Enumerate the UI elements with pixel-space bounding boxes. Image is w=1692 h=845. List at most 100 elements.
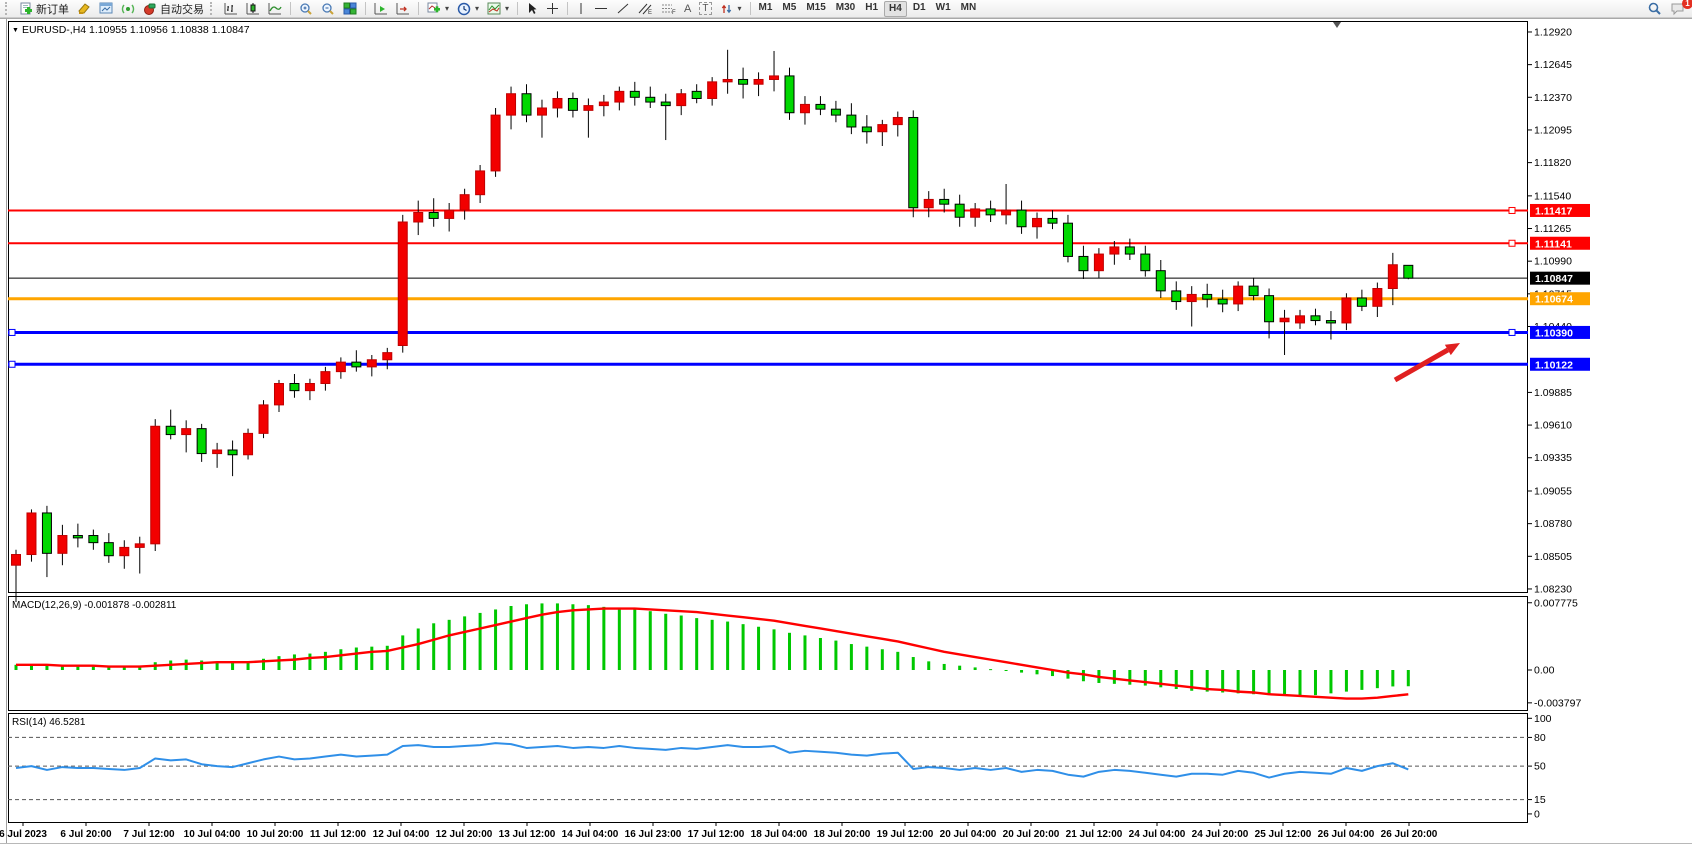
candle-body <box>815 103 826 110</box>
macd-bar <box>803 635 807 671</box>
candle-body <box>258 404 269 434</box>
macd-pane-border <box>8 596 1528 711</box>
candle-body <box>923 198 934 209</box>
crosshair-button[interactable] <box>542 0 563 18</box>
candle-body <box>1248 285 1259 297</box>
level-handle[interactable] <box>1508 239 1516 247</box>
timeframe-button-m1[interactable]: M1 <box>758 1 773 13</box>
auto-scroll-icon <box>374 3 387 15</box>
indicators-icon <box>427 2 440 13</box>
new-order-button[interactable]: 新订单 <box>15 0 73 18</box>
time-label: 6 Jul 2023 <box>0 829 47 840</box>
arrows-button[interactable]: ▾ <box>716 0 746 18</box>
auto-scroll-button[interactable] <box>370 0 392 18</box>
auto-trading-button[interactable]: 自动交易 <box>139 0 208 18</box>
candle-body <box>629 90 640 98</box>
candle-body <box>1109 246 1120 255</box>
timeframe-button-w1[interactable]: W1 <box>935 1 951 13</box>
macd-bar <box>525 604 529 671</box>
candle-body <box>1171 290 1182 303</box>
macd-bar <box>432 623 436 671</box>
toolbar-grip[interactable] <box>210 2 216 15</box>
candle-body <box>985 208 996 216</box>
candle-body <box>722 78 733 83</box>
shift-marker-icon[interactable] <box>1333 22 1341 28</box>
level-handle[interactable] <box>8 360 16 368</box>
collapse-triangle-icon[interactable]: ▼ <box>12 27 19 34</box>
macd-bar <box>1236 670 1240 694</box>
chart-line-button[interactable] <box>264 0 286 18</box>
macd-bar <box>463 616 467 671</box>
timeframe-button-mn[interactable]: MN <box>960 1 977 13</box>
level-handle[interactable] <box>1508 206 1516 214</box>
price-tick-label: 1.09885 <box>1534 387 1572 399</box>
price-tick-label: 1.11540 <box>1534 190 1571 202</box>
timeframe-button-m30[interactable]: M30 <box>835 1 856 13</box>
toolbar-grip[interactable] <box>5 2 11 15</box>
search-button[interactable] <box>1643 0 1666 18</box>
candle-body <box>382 352 393 361</box>
price-level-label: 1.11141 <box>1535 238 1572 250</box>
timeframe-button-m5[interactable]: M5 <box>782 1 797 13</box>
indicators-button[interactable]: ▾ <box>423 0 453 18</box>
macd-bar <box>1252 670 1256 695</box>
macd-bar <box>1375 670 1379 689</box>
macd-bar <box>1283 670 1287 696</box>
rsi-tick-label: 100 <box>1534 713 1552 725</box>
trend-arrow-shaft[interactable] <box>1393 347 1450 383</box>
templates-button[interactable]: ▾ <box>483 0 513 18</box>
chart-title[interactable]: ▼ EURUSD-,H4 1.10955 1.10956 1.10838 1.10… <box>12 24 250 36</box>
fibonacci-button[interactable]: F <box>657 0 680 18</box>
macd-bar <box>1205 670 1209 692</box>
signals-button[interactable] <box>117 0 139 18</box>
timeframe-button-d1[interactable]: D1 <box>912 1 926 13</box>
text-label-button[interactable]: T <box>695 0 715 18</box>
trendline-button[interactable] <box>612 0 634 18</box>
cursor-button[interactable] <box>522 0 542 18</box>
candle-body <box>397 221 408 347</box>
metaeditor-button[interactable] <box>73 0 95 18</box>
tile-windows-button[interactable] <box>339 0 361 18</box>
chevron-down-icon: ▾ <box>445 4 450 13</box>
text-button[interactable]: A <box>680 0 695 18</box>
timeframe-button-h1[interactable]: H1 <box>865 1 879 13</box>
price-tick-label: 1.11820 <box>1534 157 1571 169</box>
trend-arrow-head[interactable] <box>1444 343 1460 356</box>
zoom-out-button[interactable] <box>317 0 339 18</box>
level-handle[interactable] <box>8 328 16 336</box>
macd-bar <box>679 615 683 671</box>
macd-bar <box>29 664 33 671</box>
window-chart-icon <box>99 2 113 14</box>
macd-bar <box>1128 670 1132 685</box>
timeframe-button-m15[interactable]: M15 <box>806 1 826 13</box>
macd-bar <box>695 618 699 671</box>
macd-bar <box>354 647 358 671</box>
macd-bar <box>726 621 730 671</box>
chart-candles-button[interactable] <box>242 0 264 18</box>
periods-button[interactable]: ▾ <box>453 0 483 18</box>
price-level-label-bg <box>1530 292 1590 306</box>
vertical-line-icon <box>580 3 582 14</box>
chart-bars-button[interactable] <box>220 0 242 18</box>
macd-bar <box>60 665 64 671</box>
macd-bar <box>540 603 544 671</box>
channel-button[interactable]: E <box>634 0 657 18</box>
candle-body <box>57 535 68 554</box>
macd-bar <box>416 628 420 671</box>
time-label: 6 Jul 20:00 <box>60 829 112 840</box>
macd-bar <box>1066 670 1070 679</box>
chart-shift-button[interactable] <box>392 0 414 18</box>
timeframe-button-h4[interactable]: H4 <box>884 0 907 17</box>
macd-bar <box>1035 670 1039 675</box>
candle-body <box>119 546 130 557</box>
candle-body <box>1202 293 1213 300</box>
notifications-button[interactable]: 1 <box>1666 0 1692 18</box>
vertical-line-button[interactable] <box>572 0 590 18</box>
zoom-in-button[interactable] <box>295 0 317 18</box>
horizontal-line-button[interactable] <box>590 0 612 18</box>
level-handle[interactable] <box>1508 328 1516 336</box>
market-watch-button[interactable] <box>95 0 117 18</box>
rsi-pane-border <box>8 713 1528 823</box>
